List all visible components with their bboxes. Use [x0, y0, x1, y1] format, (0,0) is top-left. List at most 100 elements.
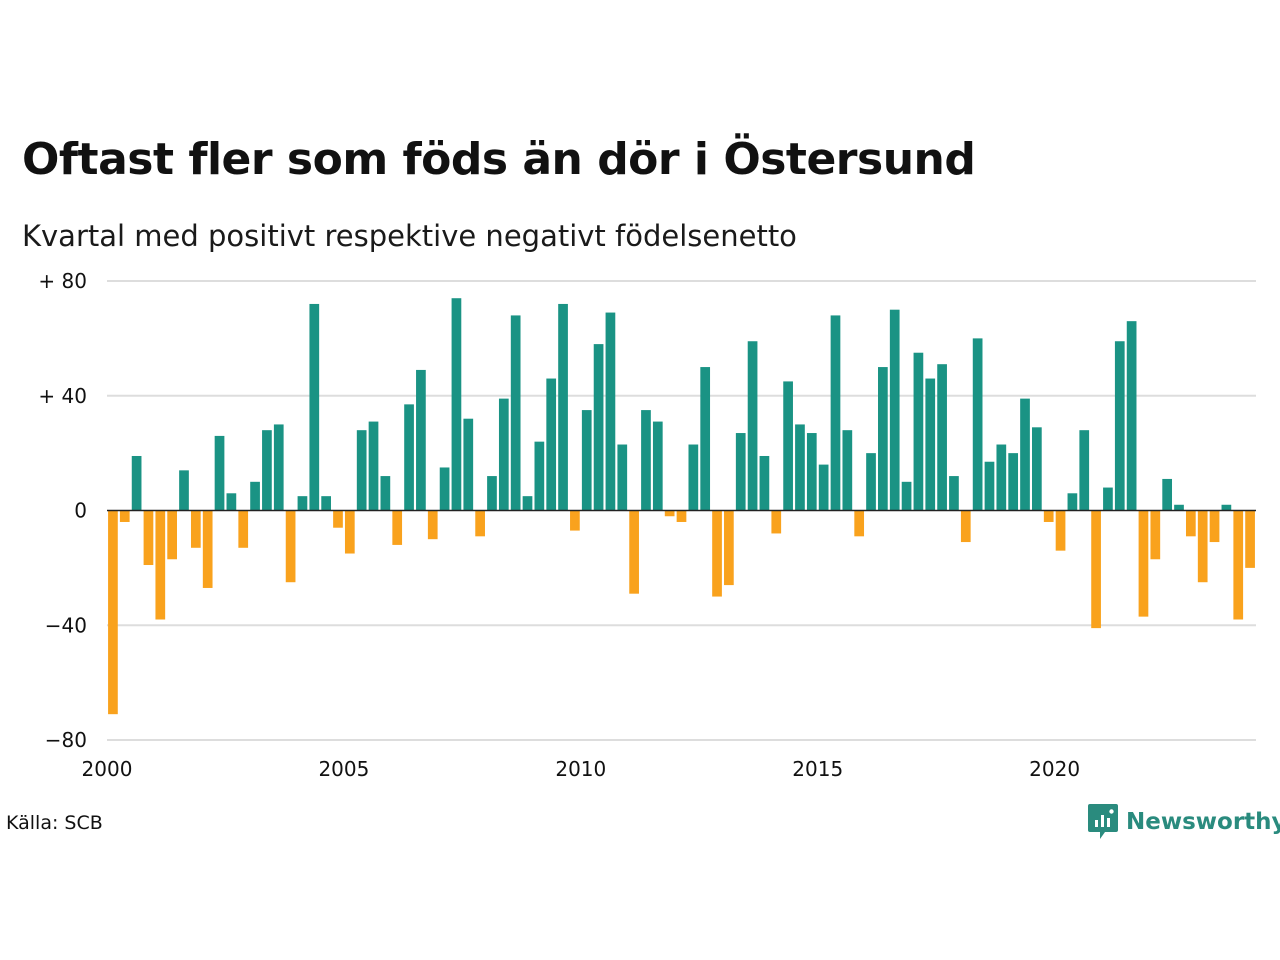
bar-negative	[664, 510, 675, 517]
brand-name: Newsworthy	[1126, 809, 1280, 835]
bar-negative	[629, 510, 639, 594]
bar-negative	[333, 510, 343, 528]
bar-positive	[558, 303, 568, 511]
bar-positive	[1126, 321, 1137, 511]
bar-positive	[487, 476, 497, 511]
axes: + 80 + 40 0 −40 −80 2000 2005 2010 2015 2020	[38, 269, 1256, 781]
bar-positive	[1067, 493, 1078, 511]
brand-logo: Newsworthy	[1088, 803, 1280, 841]
bar-negative	[1197, 510, 1208, 583]
bar-positive	[356, 430, 367, 511]
bar-positive	[996, 444, 1007, 511]
bar-positive	[439, 467, 450, 511]
bar-chart: + 80 + 40 0 −40 −80 2000 2005 2010 2015 2020	[38, 269, 1256, 781]
x-tick-label: 2010	[555, 757, 606, 781]
bar-positive	[700, 367, 711, 511]
chart-title: Oftast fler som föds än dör i Östersund	[22, 134, 976, 185]
bar-negative	[1233, 510, 1244, 620]
y-tick-label: + 40	[38, 384, 87, 408]
bar-positive	[380, 476, 391, 511]
bar-negative	[427, 510, 438, 540]
y-tick-label: 0	[74, 499, 87, 523]
bar-positive	[913, 352, 924, 511]
bar-positive	[759, 455, 770, 511]
y-tick-label: −80	[45, 728, 87, 752]
bar-positive	[546, 378, 557, 511]
bar-negative	[1043, 510, 1054, 522]
bar-positive	[404, 404, 414, 511]
bar-positive	[901, 481, 912, 511]
bar-positive	[1020, 398, 1030, 511]
bar-positive	[593, 344, 604, 511]
bar-positive	[226, 493, 237, 511]
bar-positive	[866, 453, 876, 511]
bar-positive	[534, 441, 545, 511]
bar-positive	[652, 421, 663, 511]
bar-positive	[925, 378, 936, 511]
y-tick-label: −40	[45, 613, 87, 637]
bar-negative	[712, 510, 722, 597]
bar-negative	[1055, 510, 1066, 551]
bars	[108, 298, 1255, 715]
bar-positive	[688, 444, 699, 511]
bar-positive	[297, 496, 308, 511]
bar-negative	[285, 510, 296, 583]
grid-lines	[107, 280, 1256, 741]
bar-negative	[155, 510, 166, 620]
bar-negative	[960, 510, 971, 543]
bar-positive	[131, 455, 142, 511]
x-tick-label: 2005	[318, 757, 369, 781]
bar-negative	[1138, 510, 1149, 617]
bar-positive	[1221, 504, 1232, 511]
bar-positive	[1079, 430, 1090, 511]
bar-negative	[1185, 510, 1196, 537]
bar-negative	[1091, 510, 1101, 629]
x-tick-label: 2000	[82, 757, 133, 781]
bar-negative	[108, 510, 118, 715]
bar-positive	[262, 430, 272, 511]
bar-negative	[143, 510, 154, 566]
bar-positive	[984, 461, 995, 511]
bar-negative	[344, 510, 355, 554]
bar-positive	[250, 481, 260, 511]
bar-negative	[1209, 510, 1220, 543]
bar-positive	[1162, 478, 1173, 511]
bar-positive	[783, 381, 793, 511]
source-note: Källa: SCB	[6, 812, 103, 834]
bar-positive	[321, 496, 331, 511]
bar-negative	[475, 510, 485, 537]
bar-negative	[190, 510, 201, 548]
bar-chart-speech-bubble-icon	[1088, 804, 1118, 839]
bar-negative	[167, 510, 177, 560]
bar-positive	[830, 315, 841, 511]
bar-positive	[605, 312, 616, 511]
bar-positive	[416, 369, 426, 511]
bar-negative	[392, 510, 403, 545]
bar-positive	[214, 435, 225, 511]
bar-negative	[119, 510, 130, 522]
bar-negative	[676, 510, 687, 522]
bar-negative	[570, 510, 580, 531]
x-tick-label: 2020	[1029, 757, 1080, 781]
bar-positive	[641, 410, 651, 511]
bar-positive	[747, 341, 758, 511]
chart-subtitle: Kvartal med positivt respektive negativt…	[22, 219, 797, 253]
bar-positive	[273, 424, 284, 511]
bar-negative	[854, 510, 865, 537]
bar-positive	[972, 338, 983, 511]
bar-positive	[818, 464, 829, 511]
bar-negative	[1150, 510, 1161, 560]
bar-negative	[1245, 510, 1255, 568]
bar-negative	[771, 510, 782, 534]
x-tick-label: 2015	[792, 757, 843, 781]
bar-positive	[795, 424, 805, 511]
y-tick-label: + 80	[38, 269, 87, 293]
bar-positive	[581, 410, 592, 511]
bar-positive	[949, 476, 959, 511]
bar-negative	[202, 510, 213, 588]
bar-positive	[510, 315, 521, 511]
bar-positive	[309, 303, 320, 511]
bar-positive	[889, 309, 900, 511]
bar-positive	[1174, 504, 1184, 511]
bar-negative	[238, 510, 249, 548]
